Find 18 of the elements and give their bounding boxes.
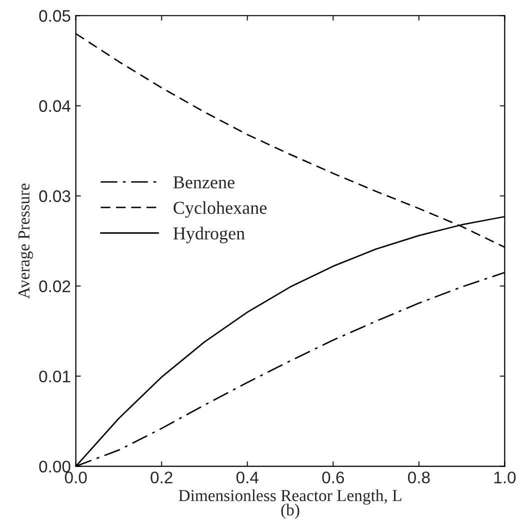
legend-label: Hydrogen (173, 226, 245, 244)
x-axis-title: Dimensionless Reactor Length, L (178, 489, 402, 505)
x-tick-label: 0.0 (64, 472, 87, 484)
x-tick-label: 0.4 (236, 472, 258, 484)
text: (b) (281, 504, 300, 519)
x-tick-label: 0.6 (322, 472, 344, 484)
y-tick-label: 0.01 (39, 370, 70, 382)
x-tick-label: 1.0 (494, 472, 516, 484)
y-tick-label: 0.02 (39, 280, 70, 292)
legend-label: Benzene (173, 176, 234, 188)
legend-label: Cyclohexane (174, 201, 267, 218)
y-tick-label: 0.00 (39, 460, 70, 472)
y-tick-label: 0.03 (39, 190, 70, 202)
y-tick-label: 0.05 (39, 10, 70, 22)
x-tick-label: 0.8 (408, 472, 430, 484)
x-tick-label: 0.2 (150, 472, 172, 484)
y-tick-label: 0.04 (39, 100, 70, 112)
y-axis-title: Average Pressure (18, 184, 33, 299)
